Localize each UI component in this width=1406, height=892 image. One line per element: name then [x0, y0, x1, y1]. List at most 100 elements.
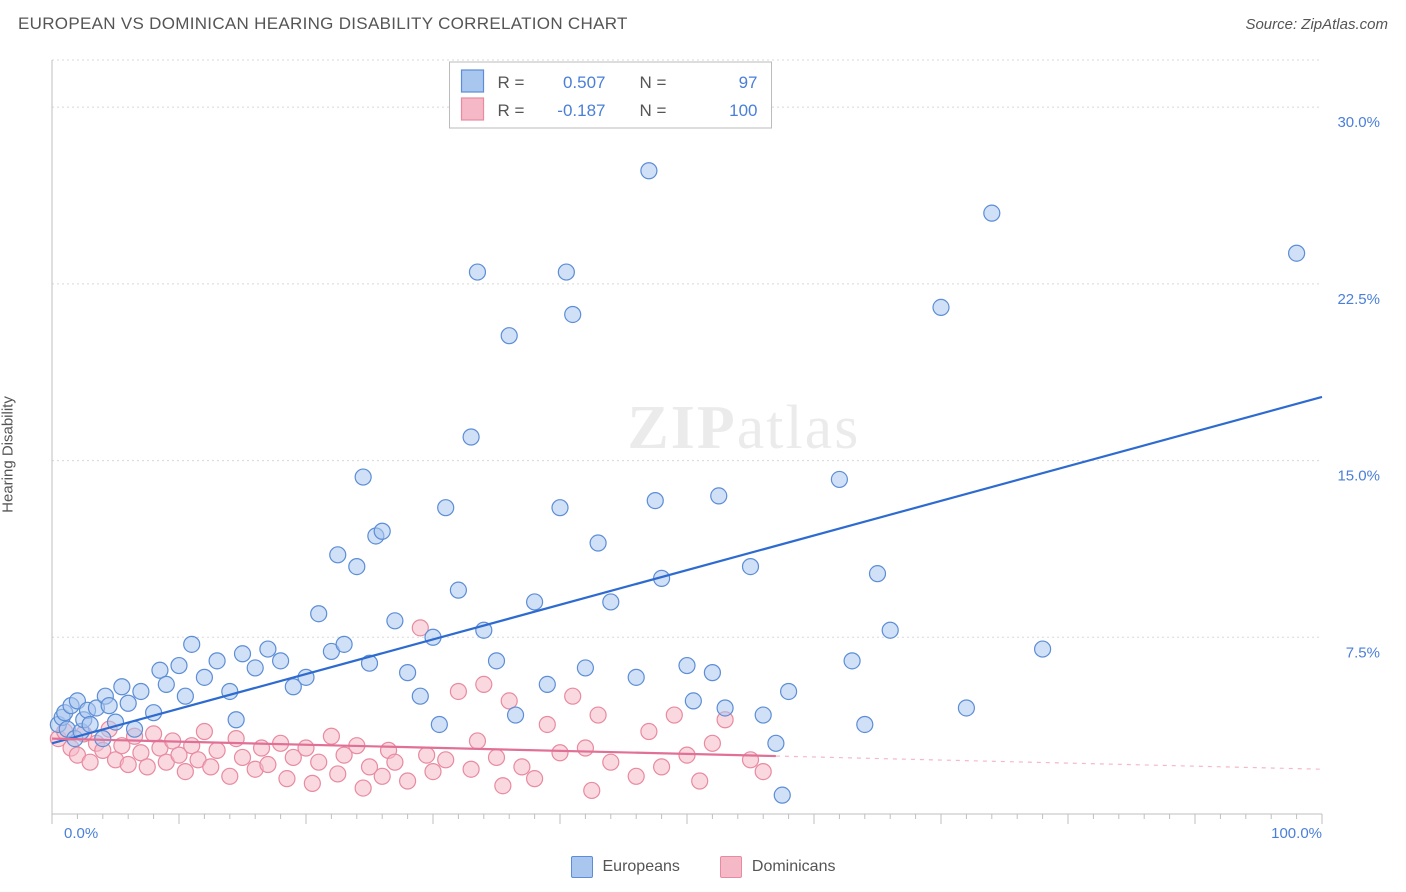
data-point — [311, 606, 327, 622]
data-point — [565, 688, 581, 704]
data-point — [82, 754, 98, 770]
data-point — [958, 700, 974, 716]
data-point — [743, 752, 759, 768]
y-tick-label: 15.0% — [1337, 468, 1380, 485]
data-point — [330, 766, 346, 782]
data-point — [577, 660, 593, 676]
data-point — [489, 653, 505, 669]
data-point — [984, 205, 1000, 221]
stats-r-label: R = — [498, 73, 525, 92]
data-point — [781, 683, 797, 699]
data-point — [387, 613, 403, 629]
stats-r-value: 0.507 — [563, 73, 606, 92]
data-point — [438, 752, 454, 768]
data-point — [603, 754, 619, 770]
data-point — [171, 658, 187, 674]
data-point — [692, 773, 708, 789]
data-point — [1035, 641, 1051, 657]
data-point — [463, 429, 479, 445]
data-point — [374, 523, 390, 539]
legend-swatch — [571, 856, 593, 878]
data-point — [425, 764, 441, 780]
y-axis-label: Hearing Disability — [0, 396, 17, 513]
data-point — [323, 728, 339, 744]
data-point — [336, 636, 352, 652]
data-point — [666, 707, 682, 723]
stats-n-value: 97 — [739, 73, 758, 92]
data-point — [647, 493, 663, 509]
data-point — [527, 594, 543, 610]
data-point — [768, 735, 784, 751]
data-point — [177, 764, 193, 780]
legend-swatch — [462, 70, 484, 92]
data-point — [196, 669, 212, 685]
stats-r-label: R = — [498, 101, 525, 120]
data-point — [933, 299, 949, 315]
data-point — [527, 771, 543, 787]
data-point — [355, 780, 371, 796]
data-point — [704, 735, 720, 751]
data-point — [590, 535, 606, 551]
data-point — [717, 700, 733, 716]
data-point — [260, 641, 276, 657]
data-point — [552, 500, 568, 516]
y-tick-label: 22.5% — [1337, 291, 1380, 308]
legend-swatch — [720, 856, 742, 878]
data-point — [577, 740, 593, 756]
data-point — [450, 582, 466, 598]
data-point — [755, 764, 771, 780]
data-point — [349, 559, 365, 575]
data-point — [685, 693, 701, 709]
data-point — [450, 683, 466, 699]
data-point — [139, 759, 155, 775]
data-point — [127, 721, 143, 737]
data-point — [387, 754, 403, 770]
data-point — [114, 679, 130, 695]
data-point — [565, 306, 581, 322]
data-point — [711, 488, 727, 504]
data-point — [469, 733, 485, 749]
data-point — [101, 698, 117, 714]
y-tick-label: 30.0% — [1337, 114, 1380, 131]
stats-n-label: N = — [640, 101, 667, 120]
data-point — [273, 653, 289, 669]
data-point — [641, 163, 657, 179]
data-point — [355, 469, 371, 485]
data-point — [539, 676, 555, 692]
stats-r-value: -0.187 — [557, 101, 605, 120]
data-point — [235, 749, 251, 765]
data-point — [628, 669, 644, 685]
stats-n-label: N = — [640, 73, 667, 92]
data-point — [743, 559, 759, 575]
data-point — [476, 676, 492, 692]
data-point — [146, 705, 162, 721]
data-point — [419, 747, 435, 763]
data-point — [412, 688, 428, 704]
legend-item: Europeans — [571, 856, 680, 878]
data-point — [1289, 245, 1305, 261]
plot-area: 7.5%15.0%22.5%30.0%0.0%100.0%ZIPatlasR =… — [46, 54, 1388, 842]
data-point — [539, 716, 555, 732]
data-point — [489, 749, 505, 765]
data-point — [177, 688, 193, 704]
data-point — [552, 745, 568, 761]
data-point — [831, 471, 847, 487]
data-point — [120, 757, 136, 773]
data-point — [209, 653, 225, 669]
data-point — [679, 658, 695, 674]
data-point — [196, 724, 212, 740]
data-point — [704, 665, 720, 681]
data-point — [495, 778, 511, 794]
data-point — [133, 683, 149, 699]
data-point — [558, 264, 574, 280]
data-point — [222, 768, 238, 784]
legend-item: Dominicans — [720, 856, 836, 878]
data-point — [209, 742, 225, 758]
chart-title: EUROPEAN VS DOMINICAN HEARING DISABILITY… — [18, 14, 628, 34]
x-tick-label: 0.0% — [64, 825, 98, 842]
data-point — [311, 754, 327, 770]
data-point — [882, 622, 898, 638]
data-point — [508, 707, 524, 723]
data-point — [279, 771, 295, 787]
data-point — [438, 500, 454, 516]
